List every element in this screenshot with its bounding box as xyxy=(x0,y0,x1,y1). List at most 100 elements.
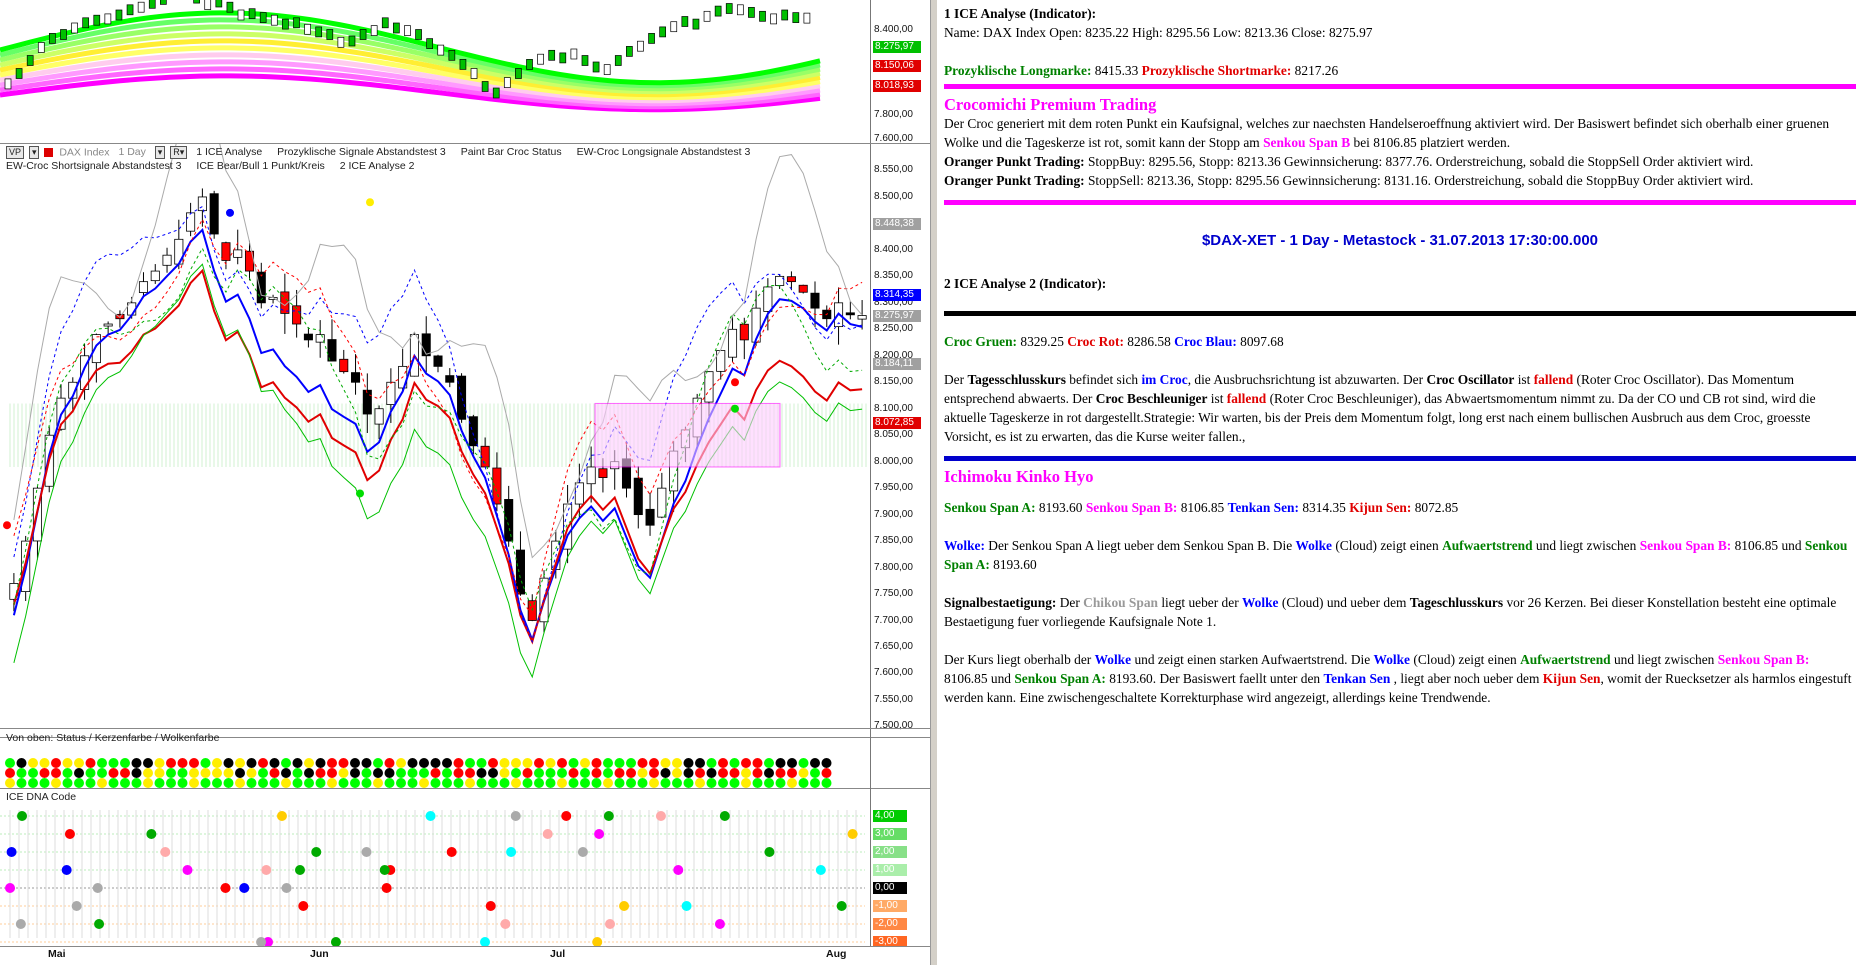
signal-dot xyxy=(366,198,374,207)
status-dot xyxy=(775,778,786,788)
status-dot xyxy=(683,778,694,788)
top-axis-tag: 8.150,06 xyxy=(873,60,921,72)
status-dot xyxy=(292,768,303,778)
ribbon-candle xyxy=(448,49,456,61)
status-dot xyxy=(396,778,406,788)
status-dot xyxy=(373,778,383,788)
price-axis-tag: 8.275,97 xyxy=(873,309,921,322)
dna-dot xyxy=(836,901,847,911)
status-dot xyxy=(51,768,61,778)
dna-dot xyxy=(261,865,272,875)
tenkan-line xyxy=(12,228,863,643)
status-dot xyxy=(258,758,268,768)
indicator-label[interactable]: Paint Bar Croc Status xyxy=(460,146,562,159)
status-dot xyxy=(534,768,544,778)
indicator-label[interactable]: Prozyklische Signale Abstandstest 3 xyxy=(277,146,446,159)
status-dot xyxy=(384,768,395,778)
status-dot xyxy=(212,768,222,778)
x-axis-label: Mai xyxy=(48,948,66,960)
status-dot xyxy=(97,758,107,768)
ribbon-candle xyxy=(681,16,689,27)
candle-body xyxy=(739,323,749,341)
status-dot xyxy=(649,768,659,778)
price-axis-label: 7.550,00 xyxy=(874,693,913,705)
dna-axis-label: 4,00 xyxy=(873,810,907,822)
status-dot xyxy=(246,778,257,788)
price-pane[interactable]: 8.550,008.500,008.450,008.400,008.350,00… xyxy=(0,144,930,738)
candle-body xyxy=(810,292,820,309)
indicator-label[interactable]: ICE Bear/Bull 1 Punkt/Kreis xyxy=(196,160,325,172)
ribbon-band xyxy=(0,52,821,104)
status-dot xyxy=(189,758,199,768)
x-axis-label: Jul xyxy=(550,948,566,960)
croc-red-line xyxy=(13,218,863,617)
ribbon-chart xyxy=(0,0,821,113)
panel-splitter[interactable] xyxy=(930,0,938,965)
ribbon-candle xyxy=(703,10,711,22)
status-dot xyxy=(626,768,636,778)
status-dot xyxy=(384,778,395,788)
status-dot xyxy=(292,778,303,788)
status-dot xyxy=(5,778,15,788)
signal-paragraph: Signalbestaetigung: Der Chikou Span lieg… xyxy=(944,595,1837,629)
ribbon-pane[interactable]: 8.400,00 8.275,97 8.150,06 8.018,93 7.80… xyxy=(0,0,930,144)
status-dot xyxy=(821,768,832,778)
status-dot xyxy=(718,778,728,788)
status-dot xyxy=(729,758,740,768)
price-axis-divider xyxy=(870,144,871,737)
indicator-label[interactable]: 1 ICE Analyse xyxy=(196,146,263,159)
indicator-label[interactable]: 2 ICE Analyse 2 xyxy=(339,160,415,172)
candle-body xyxy=(186,212,196,232)
status-dot xyxy=(407,778,418,788)
status-dot xyxy=(580,778,590,788)
dna-dot xyxy=(605,919,616,929)
ribbon-band xyxy=(0,38,821,98)
status-dot xyxy=(28,758,38,768)
status-pane[interactable]: Von oben: Status / Kerzenfarbe / Wolkenf… xyxy=(0,728,930,789)
ichimoku-title: Ichimoku Kinko Hyo xyxy=(944,467,1094,486)
symbol-label[interactable]: DAX Index xyxy=(59,146,110,159)
price-axis-label: 7.650,00 xyxy=(874,640,913,652)
ribbon-candle xyxy=(115,9,123,21)
status-dot xyxy=(304,778,314,788)
dna-pane[interactable]: ICE DNA Code 4,00 3,00 2,00 1,00 0,00 -1,00 -2… xyxy=(0,788,930,947)
status-dot xyxy=(28,778,38,788)
dna-dot xyxy=(276,811,287,821)
chart-area[interactable]: 8.400,00 8.275,97 8.150,06 8.018,93 7.80… xyxy=(0,0,930,965)
ribbon-candle xyxy=(348,35,356,47)
ribbon-candle xyxy=(226,1,234,13)
vp-button[interactable]: VP xyxy=(6,146,25,159)
r-button[interactable]: R▾ xyxy=(170,146,188,159)
ribbon-candle xyxy=(692,18,700,30)
indicator-label[interactable]: EW-Croc Longsignale Abstandstest 3 xyxy=(576,146,751,159)
dna-dot xyxy=(294,865,305,875)
ribbon-candle xyxy=(282,18,289,30)
status-dot xyxy=(361,768,372,778)
candle-body xyxy=(433,355,443,367)
interval-label[interactable]: 1 Day xyxy=(118,146,146,159)
status-dot xyxy=(189,778,199,788)
dna-dot xyxy=(256,937,267,946)
status-dot xyxy=(453,758,464,768)
ribbon-candle xyxy=(426,38,433,49)
status-dot xyxy=(637,778,648,788)
status-dot xyxy=(304,768,314,778)
status-dot xyxy=(200,768,211,778)
ribbon-candle xyxy=(326,29,334,40)
candle-body xyxy=(645,508,655,526)
indicator-label[interactable]: EW-Croc Shortsignale Abstandstest 3 xyxy=(6,160,182,172)
candle-body xyxy=(221,242,231,261)
status-dot xyxy=(131,778,142,788)
dropdown-button[interactable]: ▾ xyxy=(28,146,40,159)
color-swatch-icon[interactable] xyxy=(44,148,54,157)
interval-dropdown-button[interactable]: ▾ xyxy=(154,146,166,159)
status-dot xyxy=(545,778,556,788)
status-dot xyxy=(499,768,510,778)
candle-body xyxy=(197,196,207,212)
status-dot xyxy=(246,758,257,768)
status-dot xyxy=(396,758,406,768)
dna-dot xyxy=(239,883,250,893)
candle-body xyxy=(303,333,313,341)
status-dot xyxy=(120,768,130,778)
ribbon-candle xyxy=(559,52,567,64)
